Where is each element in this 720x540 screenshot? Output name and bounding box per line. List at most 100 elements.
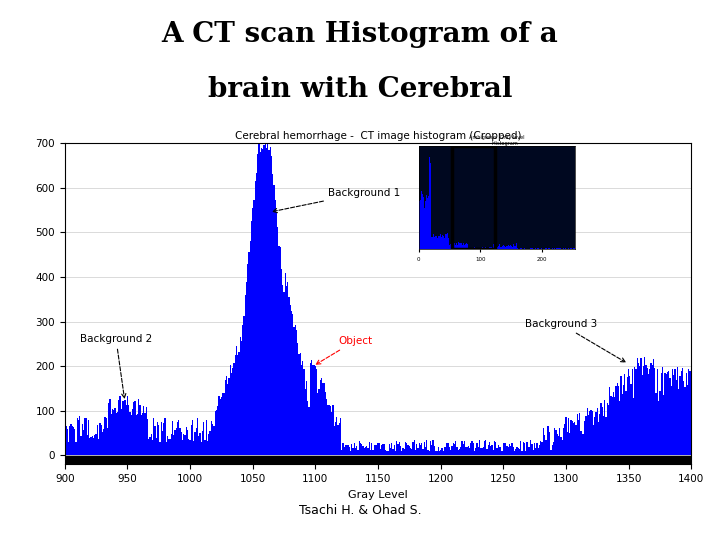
Bar	[399, 442, 400, 455]
Bar	[448, 443, 449, 455]
Bar	[446, 443, 448, 455]
Bar	[371, 443, 372, 455]
Bar	[593, 424, 594, 455]
Bar	[585, 416, 587, 455]
Bar	[228, 378, 230, 455]
Bar	[690, 379, 692, 455]
Bar	[307, 401, 308, 455]
Bar	[167, 436, 168, 455]
Bar	[332, 404, 333, 455]
Bar	[172, 421, 174, 455]
Bar	[599, 414, 600, 455]
Bar	[558, 436, 559, 455]
Bar	[687, 384, 688, 455]
Bar	[310, 363, 311, 455]
Bar	[143, 407, 144, 455]
Bar	[193, 441, 194, 455]
Bar	[261, 148, 262, 455]
Bar	[152, 440, 153, 455]
Bar	[575, 426, 577, 455]
Bar	[318, 389, 320, 455]
Bar	[164, 418, 166, 455]
Bar	[668, 371, 670, 455]
Bar	[436, 451, 438, 455]
Bar	[587, 408, 588, 455]
Bar	[364, 448, 365, 455]
Bar	[311, 360, 312, 455]
Text: brain with Cerebral: brain with Cerebral	[208, 76, 512, 103]
Bar	[689, 372, 690, 455]
Bar	[68, 442, 69, 455]
Bar	[579, 413, 580, 455]
Bar	[156, 438, 157, 455]
Bar	[252, 208, 253, 455]
Bar	[144, 413, 145, 455]
Bar	[328, 406, 330, 455]
Bar	[350, 451, 351, 455]
Bar	[438, 451, 440, 455]
Bar	[166, 442, 167, 455]
Bar	[231, 373, 232, 455]
Bar	[394, 445, 395, 455]
Bar	[282, 285, 284, 455]
Bar	[560, 436, 562, 455]
Bar	[120, 409, 122, 455]
Bar	[457, 450, 459, 455]
Bar	[183, 434, 184, 455]
Bar	[104, 417, 106, 455]
Bar	[550, 450, 552, 455]
Bar	[338, 423, 340, 455]
Bar	[503, 443, 504, 455]
Bar	[590, 410, 592, 455]
Bar	[227, 383, 228, 455]
Bar	[480, 448, 482, 455]
Bar	[567, 432, 568, 455]
Bar	[405, 442, 406, 455]
Bar	[245, 295, 246, 455]
Bar	[125, 406, 127, 455]
Bar	[600, 403, 602, 455]
Bar	[543, 428, 544, 455]
Bar	[662, 367, 663, 455]
Bar	[352, 448, 354, 455]
Bar	[210, 431, 211, 455]
Bar	[675, 380, 677, 455]
Bar	[426, 440, 428, 455]
Bar	[660, 373, 662, 455]
Bar	[149, 437, 150, 455]
Bar	[69, 426, 71, 455]
Bar	[145, 407, 147, 455]
Bar	[187, 430, 188, 455]
Bar	[296, 329, 297, 455]
Bar	[521, 451, 523, 455]
Bar	[525, 450, 526, 455]
Bar	[626, 377, 628, 455]
Bar	[623, 385, 624, 455]
Bar	[196, 428, 197, 455]
Bar	[122, 401, 123, 455]
Bar	[549, 431, 550, 455]
Bar	[115, 413, 117, 455]
Bar	[467, 446, 469, 455]
Bar	[409, 446, 410, 455]
Bar	[498, 445, 499, 455]
Bar	[133, 402, 135, 455]
Bar	[235, 355, 236, 455]
Bar	[161, 422, 162, 455]
Bar	[588, 415, 589, 455]
Bar	[381, 445, 382, 455]
Bar	[663, 395, 665, 455]
Bar	[464, 441, 465, 455]
Bar	[490, 446, 491, 455]
Bar	[346, 445, 347, 455]
Bar	[108, 403, 109, 455]
Bar	[192, 420, 193, 455]
Bar	[603, 416, 604, 455]
Bar	[385, 450, 386, 455]
Bar	[453, 443, 454, 455]
Bar	[410, 448, 411, 455]
Bar	[88, 420, 89, 455]
Bar	[618, 386, 619, 455]
Bar	[445, 447, 446, 455]
Bar	[266, 148, 267, 455]
